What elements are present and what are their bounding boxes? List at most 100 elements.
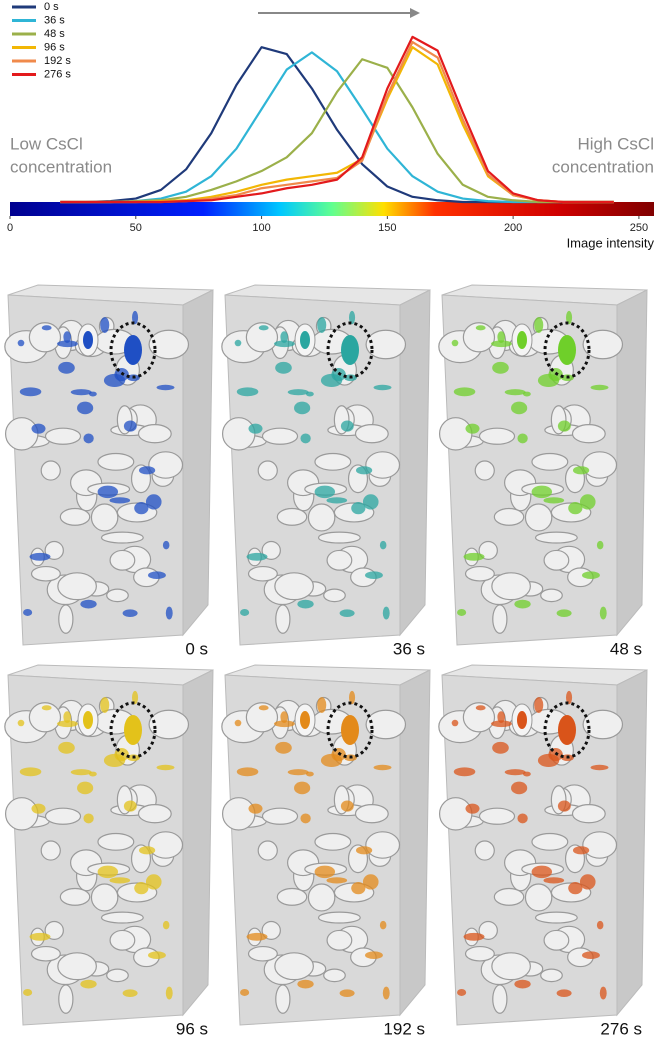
grain [149, 330, 188, 358]
grain [315, 834, 351, 851]
pore-fluid [58, 742, 75, 754]
annotation: High CsCl [577, 134, 654, 153]
pore-fluid [505, 769, 526, 775]
pore-fluid [580, 494, 596, 509]
grain [493, 985, 507, 1013]
legend-label: 48 s [44, 28, 65, 40]
pore-fluid [497, 711, 505, 723]
legend-label: 96 s [44, 41, 65, 53]
pore-fluid [30, 553, 51, 561]
grain-core [341, 715, 359, 745]
pore-fluid [80, 600, 96, 609]
grain [479, 808, 514, 824]
grain [107, 969, 129, 981]
grain-core [124, 335, 142, 365]
grain [308, 504, 334, 531]
grain [440, 798, 472, 830]
grain [110, 930, 135, 950]
pore-fluid [109, 877, 130, 883]
pore-fluid [294, 782, 310, 795]
arrow-head [410, 8, 420, 18]
grain [58, 953, 97, 980]
panel-label: 48 s [610, 639, 642, 658]
grain [138, 805, 171, 823]
pore-fluid [20, 387, 42, 396]
pore-fluid [18, 720, 25, 726]
grain [6, 798, 38, 830]
series-line [60, 42, 613, 202]
grain [98, 454, 134, 471]
x-tick-label: 50 [130, 222, 142, 234]
colorbar [10, 202, 654, 216]
pore-fluid [157, 385, 175, 390]
pore-fluid [317, 697, 326, 713]
pore-fluid [100, 697, 109, 713]
grain [492, 573, 531, 600]
grain [492, 953, 531, 980]
grain [149, 452, 183, 478]
grain [262, 808, 297, 824]
pore-fluid [457, 609, 466, 616]
pore-fluid [280, 711, 288, 723]
pore-fluid [42, 325, 52, 330]
pore-fluid [326, 497, 347, 503]
pore-fluid [83, 813, 93, 823]
pore-fluid [514, 600, 530, 609]
sample-volume [5, 665, 213, 1025]
pore-fluid [98, 486, 118, 499]
legend-label: 0 s [44, 1, 59, 13]
grain [479, 428, 514, 444]
pore-fluid [464, 933, 485, 941]
legend-label: 36 s [44, 14, 65, 26]
grain [91, 884, 117, 911]
pore-fluid [146, 874, 162, 889]
pore-fluid [23, 609, 32, 616]
pore-fluid [124, 421, 137, 432]
grain [41, 461, 60, 480]
grain [536, 532, 578, 543]
grain [276, 985, 290, 1013]
grain [475, 461, 494, 480]
pore-fluid [340, 609, 355, 617]
grain [45, 428, 80, 444]
pore-fluid [582, 571, 600, 579]
grain-core [517, 711, 527, 729]
pore-fluid [148, 571, 166, 579]
pore-fluid [534, 317, 543, 333]
pore-fluid [321, 754, 342, 767]
pore-fluid [597, 921, 604, 930]
pore-fluid [31, 424, 45, 434]
pore-fluid [511, 402, 527, 415]
pore-fluid [374, 385, 392, 390]
pore-fluid [139, 846, 155, 854]
grain [366, 710, 405, 738]
pore-fluid [600, 607, 607, 620]
grain [583, 330, 622, 358]
figure: 050100150200250Image intensityLow CsClco… [0, 0, 656, 1043]
grain [532, 454, 568, 471]
grain [149, 832, 183, 858]
pore-fluid [259, 325, 269, 330]
pore-fluid [497, 331, 505, 343]
pore-fluid [532, 866, 552, 879]
annotation: concentration [552, 157, 654, 176]
x-tick-label: 100 [252, 222, 270, 234]
pore-fluid [543, 497, 564, 503]
grain [572, 805, 605, 823]
pore-fluid [240, 989, 249, 996]
grain [262, 428, 297, 444]
pore-fluid [83, 433, 93, 443]
panel-label: 192 s [383, 1019, 425, 1038]
grain [366, 330, 405, 358]
grain [149, 710, 188, 738]
pore-fluid [558, 421, 571, 432]
grain [275, 953, 314, 980]
grain [324, 589, 346, 601]
pore-fluid [300, 813, 310, 823]
grain [32, 947, 61, 961]
grain [327, 550, 352, 570]
pore-fluid [146, 494, 162, 509]
grain [315, 454, 351, 471]
grain [466, 947, 495, 961]
annotation: Low CsCl [10, 134, 83, 153]
